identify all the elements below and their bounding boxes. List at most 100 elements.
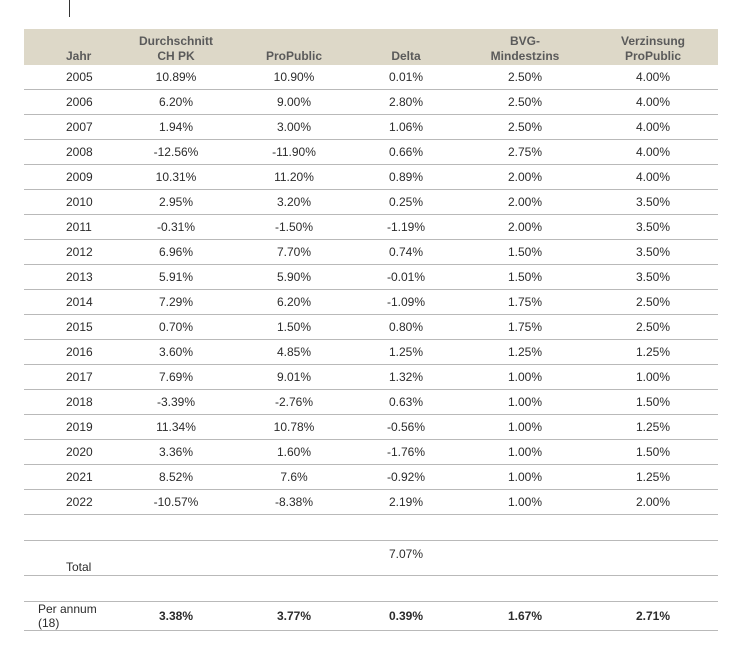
cell-year: 2007 [24, 114, 114, 140]
cell-delta: 2.19% [350, 489, 462, 515]
cell-verzinsung: 1.25% [588, 464, 718, 490]
cell-bvg: 1.50% [462, 264, 588, 290]
cell-avg-ch-pk: 6.96% [114, 239, 238, 265]
total-avg [114, 540, 238, 576]
cell-verzinsung: 2.00% [588, 489, 718, 515]
header-year-label: Jahr [66, 49, 92, 63]
cell-delta: 0.89% [350, 164, 462, 190]
cell-avg-ch-pk: 10.89% [114, 65, 238, 90]
spacer-cell [24, 575, 718, 602]
header-bvg-line1: BVG- [510, 34, 540, 48]
table-row: 2006 6.20% 9.00% 2.80% 2.50% 4.00% [24, 89, 718, 115]
total-label: Total [24, 540, 114, 576]
cell-bvg: 1.00% [462, 464, 588, 490]
table-row: 2021 8.52% 7.6% -0.92% 1.00% 1.25% [24, 464, 718, 490]
cell-propublic: 6.20% [238, 289, 350, 315]
per-annum-label: Per annum (18) [24, 601, 114, 631]
cell-propublic: -8.38% [238, 489, 350, 515]
total-bvg [462, 540, 588, 576]
cell-bvg: 1.75% [462, 314, 588, 340]
cell-avg-ch-pk: 1.94% [114, 114, 238, 140]
header-avg-ch-pk: Durchschnitt CH PK [114, 29, 238, 65]
text-cursor [69, 0, 70, 17]
cell-propublic: 4.85% [238, 339, 350, 365]
per-annum-row: Per annum (18) 3.38% 3.77% 0.39% 1.67% 2… [24, 601, 718, 631]
cell-avg-ch-pk: -3.39% [114, 389, 238, 415]
cell-bvg: 2.50% [462, 114, 588, 140]
cell-verzinsung: 1.50% [588, 439, 718, 465]
cell-propublic: 9.01% [238, 364, 350, 390]
cell-verzinsung: 3.50% [588, 214, 718, 240]
cell-bvg: 1.00% [462, 439, 588, 465]
cell-year: 2008 [24, 139, 114, 165]
table-row: 2005 10.89% 10.90% 0.01% 2.50% 4.00% [24, 65, 718, 90]
header-verzinsung: Verzinsung ProPublic [588, 29, 718, 65]
header-propublic-label: ProPublic [265, 49, 322, 63]
cell-verzinsung: 4.00% [588, 114, 718, 140]
cell-propublic: 3.20% [238, 189, 350, 215]
cell-avg-ch-pk: 10.31% [114, 164, 238, 190]
table-row: 2019 11.34% 10.78% -0.56% 1.00% 1.25% [24, 414, 718, 440]
cell-propublic: 10.90% [238, 65, 350, 90]
cell-propublic: 11.20% [238, 164, 350, 190]
table-row: 2010 2.95% 3.20% 0.25% 2.00% 3.50% [24, 189, 718, 215]
per-annum-avg: 3.38% [114, 601, 238, 631]
cell-verzinsung: 3.50% [588, 189, 718, 215]
cell-verzinsung: 4.00% [588, 89, 718, 115]
header-delta: Delta [350, 29, 462, 65]
cell-year: 2021 [24, 464, 114, 490]
table-header: Jahr Durchschnitt CH PK ProPublic Delta B… [24, 29, 718, 65]
table-row: 2018 -3.39% -2.76% 0.63% 1.00% 1.50% [24, 389, 718, 415]
cell-propublic: 7.6% [238, 464, 350, 490]
total-propublic [238, 540, 350, 576]
cell-avg-ch-pk: 7.69% [114, 364, 238, 390]
cell-bvg: 2.00% [462, 164, 588, 190]
cell-delta: 0.66% [350, 139, 462, 165]
cell-bvg: 1.75% [462, 289, 588, 315]
header-verz-line1: Verzinsung [620, 34, 685, 48]
cell-year: 2020 [24, 439, 114, 465]
spacer-cell [24, 514, 718, 541]
table-row: 2009 10.31% 11.20% 0.89% 2.00% 4.00% [24, 164, 718, 190]
cell-year: 2017 [24, 364, 114, 390]
cell-avg-ch-pk: 5.91% [114, 264, 238, 290]
header-bvg-line2: Mindestzins [490, 49, 560, 63]
header-row: Jahr Durchschnitt CH PK ProPublic Delta B… [24, 29, 718, 65]
cell-bvg: 1.00% [462, 364, 588, 390]
cell-delta: 1.25% [350, 339, 462, 365]
header-propublic: ProPublic [238, 29, 350, 65]
cell-bvg: 2.75% [462, 139, 588, 165]
cell-avg-ch-pk: 6.20% [114, 89, 238, 115]
header-year: Jahr [24, 29, 114, 65]
cell-verzinsung: 2.50% [588, 314, 718, 340]
header-delta-label: Delta [391, 49, 421, 63]
cell-bvg: 2.00% [462, 214, 588, 240]
cell-year: 2005 [24, 65, 114, 90]
table-row: 2014 7.29% 6.20% -1.09% 1.75% 2.50% [24, 289, 718, 315]
cell-delta: 0.63% [350, 389, 462, 415]
spacer-row [24, 575, 718, 602]
cell-delta: 0.74% [350, 239, 462, 265]
cell-delta: -0.56% [350, 414, 462, 440]
cell-bvg: 1.25% [462, 339, 588, 365]
cell-year: 2012 [24, 239, 114, 265]
cell-year: 2013 [24, 264, 114, 290]
table-row: 2011 -0.31% -1.50% -1.19% 2.00% 3.50% [24, 214, 718, 240]
cell-year: 2019 [24, 414, 114, 440]
total-row: Total 7.07% [24, 540, 718, 576]
cell-verzinsung: 3.50% [588, 239, 718, 265]
returns-table: Jahr Durchschnitt CH PK ProPublic Delta B… [24, 29, 718, 631]
cell-verzinsung: 2.50% [588, 289, 718, 315]
cell-delta: -1.09% [350, 289, 462, 315]
cell-verzinsung: 1.25% [588, 414, 718, 440]
cell-verzinsung: 3.50% [588, 264, 718, 290]
cell-year: 2016 [24, 339, 114, 365]
cell-propublic: -2.76% [238, 389, 350, 415]
cell-bvg: 2.00% [462, 189, 588, 215]
cell-year: 2006 [24, 89, 114, 115]
cell-avg-ch-pk: 0.70% [114, 314, 238, 340]
total-delta: 7.07% [350, 540, 462, 576]
cell-propublic: 7.70% [238, 239, 350, 265]
cell-verzinsung: 1.50% [588, 389, 718, 415]
cell-propublic: 3.00% [238, 114, 350, 140]
